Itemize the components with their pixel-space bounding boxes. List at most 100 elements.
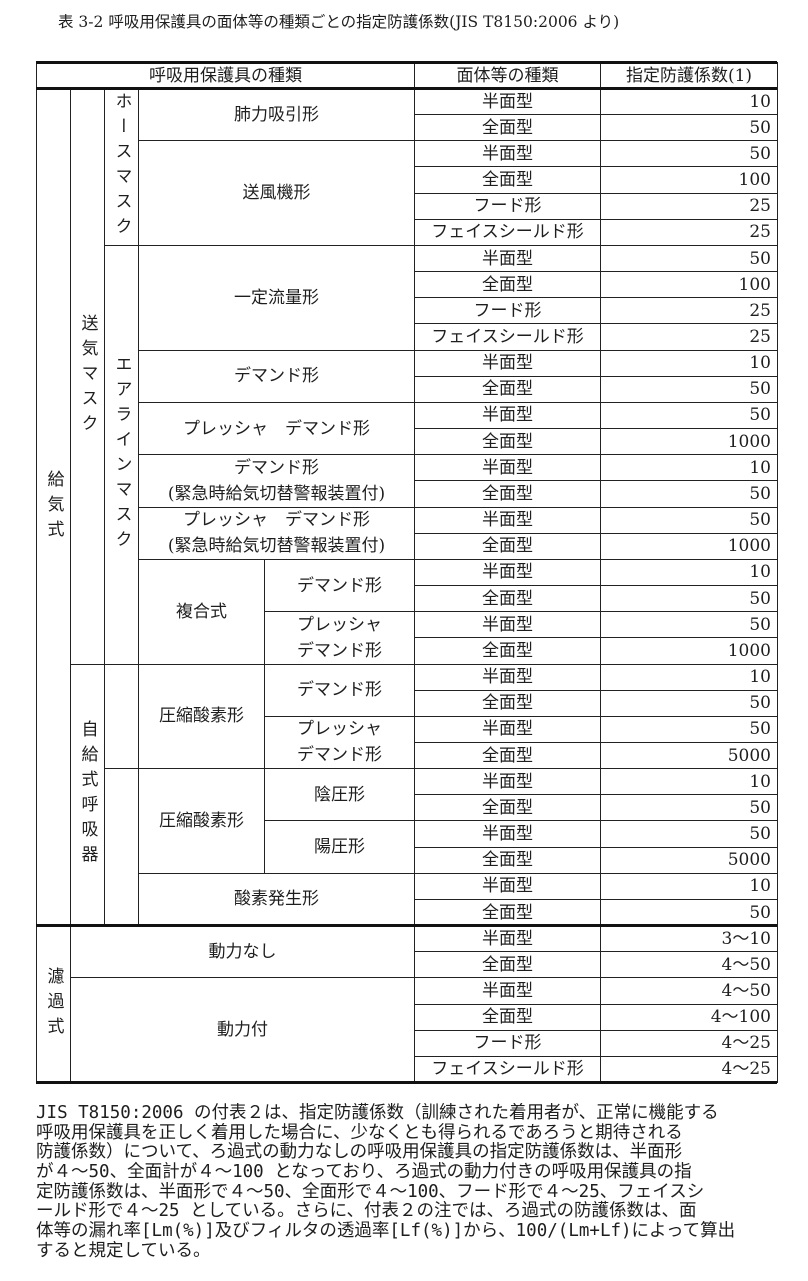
face-type-cell-text: 全面型 <box>482 693 533 714</box>
protection-factor-cell-text: 5000 <box>727 745 771 766</box>
protection-factor-cell-text: 100 <box>738 274 771 295</box>
protection-factor-cell: 50 <box>600 898 778 927</box>
protection-factor-cell-text: 4～100 <box>710 1007 771 1028</box>
face-type-cell-text: 半面型 <box>482 248 533 269</box>
protection-factor-cell: 4～100 <box>600 1003 778 1031</box>
face-type-cell-text: フェイスシールド形 <box>431 222 584 243</box>
face-type-cell: 半面型 <box>414 88 601 116</box>
face-type-cell: 半面型 <box>414 506 601 534</box>
face-type-cell-text: 全面型 <box>482 745 533 766</box>
face-type-cell: 半面型 <box>414 244 601 273</box>
model-demand: デマンド形 <box>138 349 415 403</box>
face-type-cell: 全面型 <box>414 585 601 613</box>
protection-factor-cell-text: 1000 <box>727 640 771 661</box>
note-line: すると規定している。 <box>36 1240 211 1261</box>
subcategory-scba-text: 自給式呼吸器 <box>77 719 98 870</box>
face-type-cell-text: フェイスシールド形 <box>431 327 584 348</box>
face-type-cell-text: 半面型 <box>482 614 533 635</box>
face-type-cell: 全面型 <box>414 637 601 665</box>
protection-factor-cell: 50 <box>600 611 778 639</box>
type-airline-mask: エアラインマスク <box>104 244 139 665</box>
face-type-cell: 全面型 <box>414 480 601 508</box>
type-airline-mask-text: エアラインマスク <box>111 354 132 555</box>
face-type-cell-text: 半面型 <box>482 510 533 531</box>
model-pressure-demand-emergency-text: プレッシャ デマンド形 (緊急時給気切替警報装置付) <box>167 510 386 557</box>
face-type-cell-text: 半面型 <box>482 876 533 897</box>
face-type-cell: フェイスシールド形 <box>414 218 601 246</box>
protection-factor-cell: 25 <box>600 297 778 325</box>
protection-factor-cell: 50 <box>600 140 778 168</box>
protection-factor-cell: 5000 <box>600 742 778 770</box>
model-compressed-oxygen-2: 圧縮酸素形 <box>138 768 265 874</box>
protection-factor-cell: 5000 <box>600 846 778 874</box>
protection-factor-cell: 25 <box>600 192 778 220</box>
model-constant-flow-text: 一定流量形 <box>234 287 319 308</box>
protection-factor-cell-text: 50 <box>749 902 771 923</box>
protection-factor-cell: 4～25 <box>600 1055 778 1084</box>
model-unpowered-text: 動力なし <box>208 941 277 962</box>
face-type-cell: 半面型 <box>414 872 601 900</box>
face-type-cell: 半面型 <box>414 140 601 168</box>
face-type-cell: 全面型 <box>414 951 601 979</box>
face-type-cell: 半面型 <box>414 768 601 796</box>
protection-factor-cell-text: 4～50 <box>721 981 771 1002</box>
submodel-negative-pressure: 陰圧形 <box>264 768 415 822</box>
protection-factor-cell: 10 <box>600 872 778 900</box>
face-type-cell-text: 半面型 <box>482 719 533 740</box>
protection-factor-cell: 100 <box>600 271 778 299</box>
face-type-cell: 半面型 <box>414 611 601 639</box>
face-type-cell: フード形 <box>414 297 601 325</box>
protection-factor-cell: 50 <box>600 585 778 613</box>
type-hose-mask: ホースマスク <box>104 88 139 246</box>
face-type-cell: 全面型 <box>414 271 601 299</box>
protection-factor-cell: 1000 <box>600 428 778 456</box>
face-type-cell: 全面型 <box>414 375 601 403</box>
face-type-cell-text: 半面型 <box>482 91 533 112</box>
submodel-combined-demand: デマンド形 <box>264 558 415 613</box>
model-combined-text: 複合式 <box>176 601 227 622</box>
face-type-cell: 全面型 <box>414 794 601 822</box>
model-demand-emergency-text: デマンド形 (緊急時給気切替警報装置付) <box>167 457 386 504</box>
face-type-cell: 半面型 <box>414 715 601 743</box>
face-type-cell-text: 半面型 <box>482 353 533 374</box>
scba-blank-1 <box>104 663 139 770</box>
face-type-cell-text: フード形 <box>473 300 542 321</box>
submodel-scba-pressure-demand: プレッシャ デマンド形 <box>264 715 415 770</box>
protection-factor-cell-text: 50 <box>749 143 771 164</box>
protection-factor-cell-text: 4～25 <box>721 1033 771 1054</box>
model-oxygen-generating: 酸素発生形 <box>138 872 415 927</box>
face-type-cell: 全面型 <box>414 898 601 927</box>
face-type-cell: フード形 <box>414 1029 601 1057</box>
submodel-scba-demand-text: デマンド形 <box>297 680 382 701</box>
protection-factor-cell: 50 <box>600 715 778 743</box>
protection-factor-cell-text: 50 <box>749 510 771 531</box>
model-powered: 動力付 <box>70 977 415 1084</box>
scba-blank-2 <box>104 768 139 927</box>
protection-factor-cell: 10 <box>600 768 778 796</box>
face-type-cell: フェイスシールド形 <box>414 323 601 351</box>
protection-factor-cell-text: 50 <box>749 248 771 269</box>
model-pressure-demand: プレッシャ デマンド形 <box>138 401 415 456</box>
note-line: ールド形で４～25 としている。さらに、付表２の注では、ろ過式の防護係数は、面 <box>36 1201 697 1222</box>
protection-factor-cell-text: 50 <box>749 824 771 845</box>
submodel-scba-pressure-demand-text: プレッシャ デマンド形 <box>297 719 382 766</box>
protection-factor-cell-text: 25 <box>749 222 771 243</box>
protection-factor-cell: 100 <box>600 166 778 194</box>
protection-factor-cell: 50 <box>600 689 778 717</box>
note-line: が４～50、全面計が４～100 となっており、ろ過式の動力付きの呼吸用保護具の指 <box>36 1162 692 1183</box>
model-pressure-demand-text: プレッシャ デマンド形 <box>183 418 370 439</box>
header-face: 面体等の種類 <box>414 62 601 89</box>
protection-factor-cell: 50 <box>600 244 778 273</box>
table-rule <box>36 61 777 64</box>
face-type-cell: 半面型 <box>414 820 601 848</box>
protection-factor-cell-text: 10 <box>749 353 771 374</box>
protection-factor-cell: 3～10 <box>600 925 778 953</box>
face-type-cell-text: 全面型 <box>482 640 533 661</box>
note-line: 定防護係数は、半面形で４～50、全面形で４～100、フード形で４～25、フェイス… <box>36 1181 705 1202</box>
table-rule <box>36 924 777 928</box>
face-type-cell: 全面型 <box>414 742 601 770</box>
note-line: JIS T8150:2006 の付表２は、指定防護係数（訓練された着用者が、正常… <box>36 1103 719 1123</box>
protection-factor-cell-text: 25 <box>749 196 771 217</box>
face-type-cell: 半面型 <box>414 558 601 587</box>
submodel-combined-demand-text: デマンド形 <box>297 575 382 596</box>
